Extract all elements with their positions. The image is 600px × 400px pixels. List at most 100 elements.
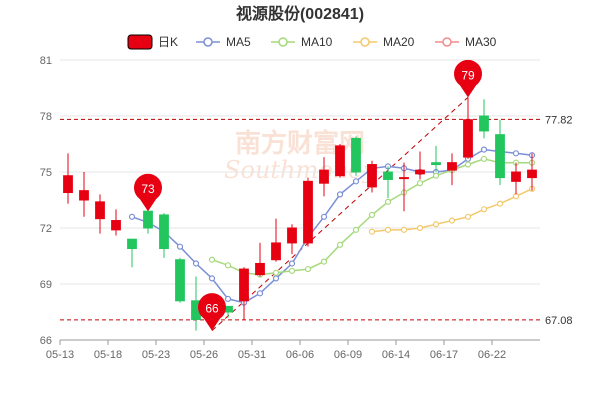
candle-body — [335, 145, 345, 177]
ma5-point — [352, 178, 360, 185]
ma5-point — [288, 260, 296, 267]
y-tick-label: 66 — [40, 335, 52, 347]
legend-label: MA30 — [465, 35, 497, 49]
y-tick-label: 69 — [40, 279, 52, 291]
y-axis: 66 69 72 75 78 81 — [40, 55, 52, 347]
candle-body — [159, 214, 169, 250]
ma10-point — [288, 267, 296, 275]
candle-body — [367, 164, 377, 188]
price-pin: 79 — [454, 59, 483, 98]
legend[interactable]: 日K MA5 MA10 MA20 MA30 — [127, 34, 497, 50]
price-pin: 66 — [198, 293, 226, 331]
candle — [143, 210, 153, 234]
ma5-point — [272, 275, 280, 282]
legend-item[interactable]: MA10 — [271, 35, 333, 49]
candle-body — [399, 177, 409, 180]
candle-body — [511, 171, 521, 182]
ma10-point — [304, 265, 312, 273]
ma10-point — [352, 226, 360, 233]
pin-label: 79 — [461, 68, 475, 82]
ma20-point — [432, 221, 440, 228]
candle-body — [255, 262, 265, 276]
ma10-point — [480, 155, 488, 163]
ma20-point — [384, 226, 392, 233]
ma20-point — [416, 224, 424, 232]
ma20-point — [480, 206, 488, 213]
mark-lines: 77.82 67.08 — [60, 114, 573, 327]
legend-label: MA20 — [383, 35, 415, 49]
ma10-point — [368, 211, 376, 219]
y-tick-label: 81 — [40, 55, 52, 67]
candle — [319, 157, 329, 197]
ma5-point — [128, 213, 136, 220]
ma20-point — [464, 213, 472, 220]
candle — [111, 209, 121, 236]
candle — [175, 257, 185, 303]
candle-body — [143, 210, 153, 229]
x-tick-label: 05-23 — [142, 349, 170, 361]
ma5-point — [256, 290, 264, 297]
candle-body — [463, 119, 473, 158]
ma10-point — [432, 172, 440, 179]
x-axis: 05-13 05-18 05-23 05-26 05-31 06-06 06-09 06-14… — [46, 339, 540, 361]
x-tick-label: 06-22 — [478, 349, 506, 361]
legend-candle-icon — [127, 34, 153, 50]
candle-body — [175, 259, 185, 302]
candle — [335, 144, 345, 178]
candle — [431, 145, 441, 172]
legend-label: 日K — [158, 35, 178, 49]
legend-item[interactable]: MA5 — [196, 35, 251, 49]
candle-body — [431, 162, 441, 166]
ma20-point — [368, 228, 376, 235]
ma10-point — [208, 256, 216, 263]
legend-marker-icon — [278, 37, 288, 47]
candle — [463, 97, 473, 159]
y-tick-label: 75 — [40, 167, 52, 179]
ma5-point — [320, 213, 328, 220]
legend-item[interactable]: MA30 — [435, 35, 497, 49]
chart-title: 视源股份(002841) — [236, 4, 364, 23]
candle-body — [383, 171, 393, 180]
candle — [447, 153, 457, 186]
ma5-point — [480, 146, 488, 153]
legend-marker-icon — [442, 37, 452, 47]
x-tick-label: 05-13 — [46, 349, 74, 361]
ma5-point — [192, 260, 200, 267]
ma5-point — [176, 243, 184, 250]
candle — [255, 242, 265, 277]
pin-label: 66 — [205, 302, 219, 316]
legend-item[interactable]: 日K — [127, 34, 178, 50]
ma10-point — [384, 198, 392, 205]
candle — [479, 99, 489, 139]
candle-body — [239, 268, 249, 302]
legend-marker-icon — [360, 37, 370, 47]
ma5-line — [131, 148, 533, 304]
ma10-point — [336, 241, 344, 248]
candle-body — [351, 137, 361, 173]
candle-body — [111, 220, 121, 231]
candle-body — [271, 242, 281, 261]
candle — [415, 151, 425, 180]
candle-body — [79, 190, 89, 201]
candle — [511, 162, 521, 195]
candle — [495, 119, 505, 186]
ma10-point — [272, 269, 280, 276]
candle — [159, 213, 169, 258]
legend-marker-icon — [203, 37, 213, 47]
y-tick-label: 72 — [40, 223, 52, 235]
candle-body — [415, 169, 425, 175]
x-tick-label: 06-17 — [430, 349, 458, 361]
candle — [383, 166, 393, 199]
x-tick-label: 06-09 — [334, 349, 362, 361]
legend-item[interactable]: MA20 — [353, 35, 415, 49]
candle — [351, 136, 361, 176]
ma10-point — [320, 258, 328, 265]
x-tick-label: 06-06 — [286, 349, 314, 361]
candle-body — [287, 227, 297, 244]
trend-line — [211, 96, 469, 332]
watermark-cn: 南方财富网 — [235, 128, 365, 159]
ma20-line — [371, 188, 533, 233]
candle — [287, 224, 297, 255]
candle — [95, 194, 105, 234]
